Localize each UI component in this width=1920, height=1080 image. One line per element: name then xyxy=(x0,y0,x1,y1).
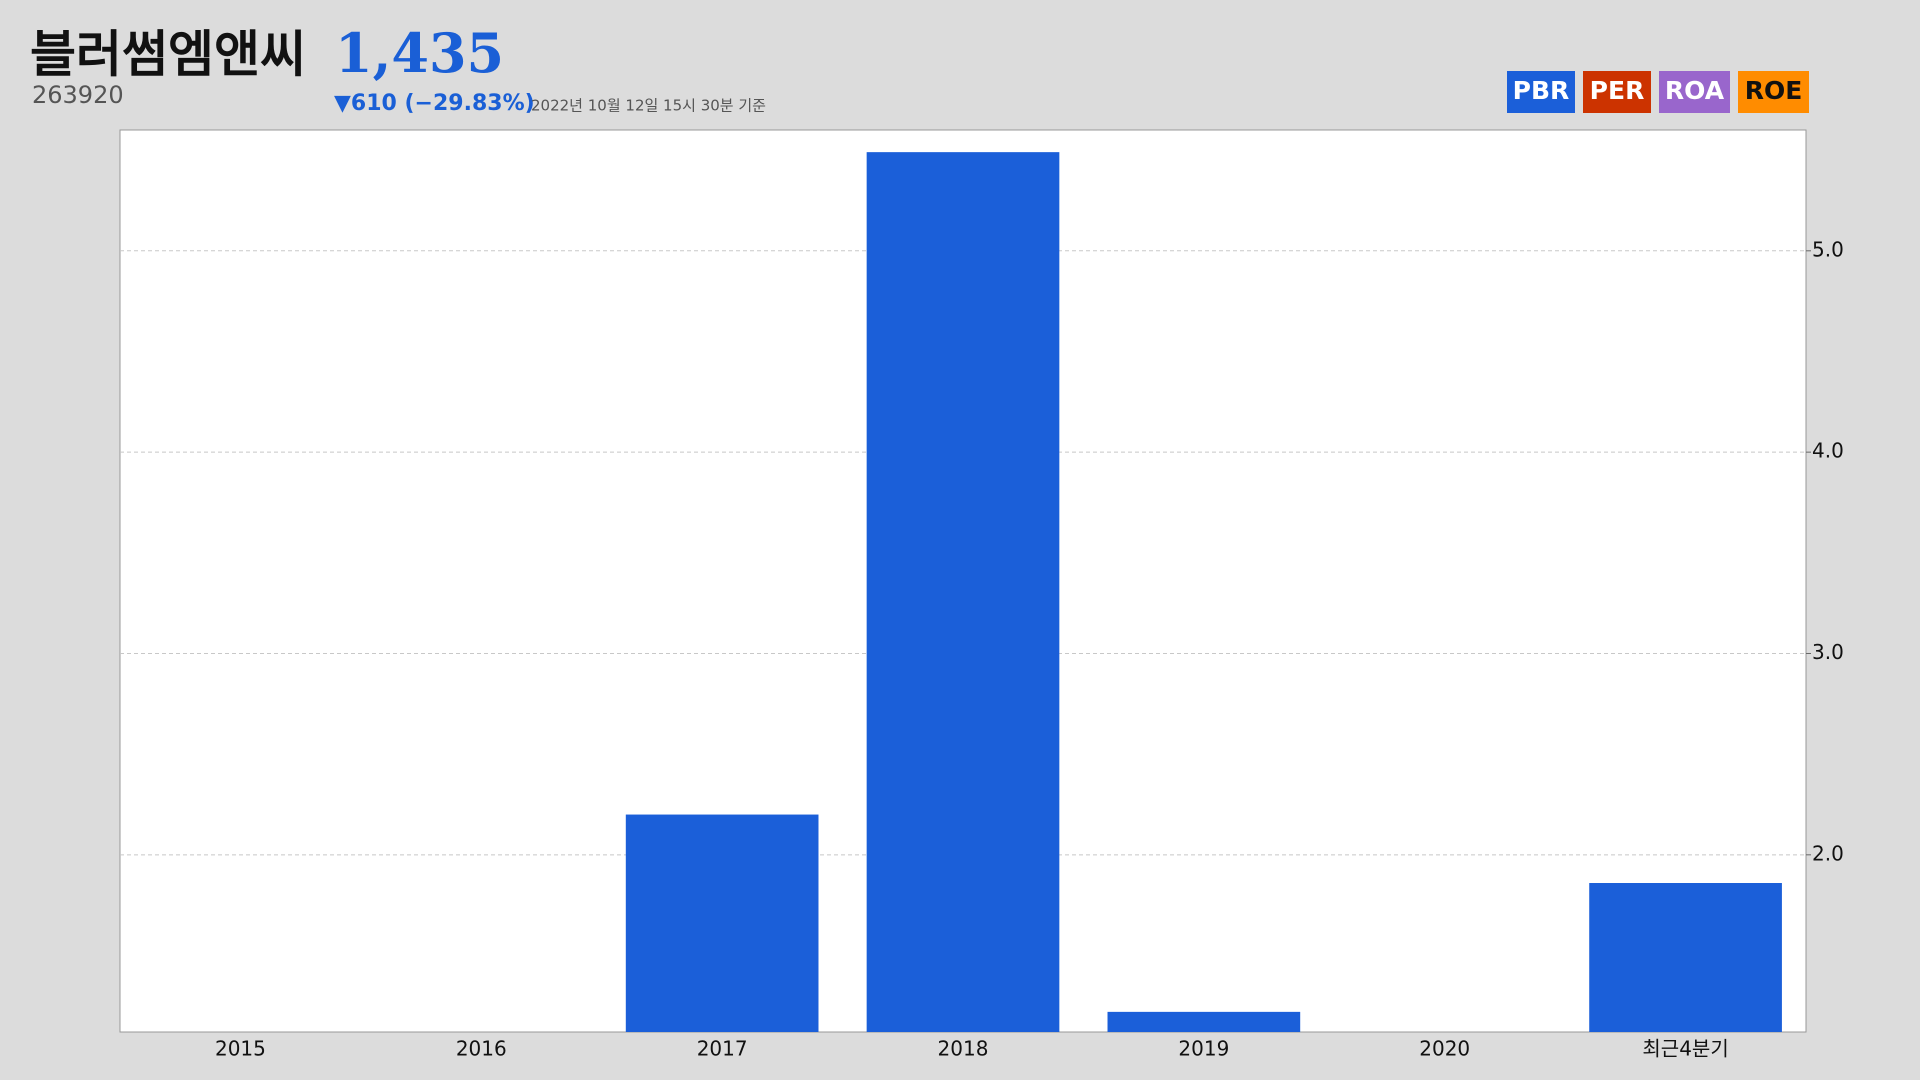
stock-name: 블러썸엠앤씨 xyxy=(30,26,306,84)
x-tick-label: 최근4분기 xyxy=(1642,1037,1728,1061)
stock-code: 263920 xyxy=(32,81,124,109)
y-tick-label: 4.0 xyxy=(1812,439,1844,463)
bar xyxy=(1589,883,1782,1032)
metric-tab[interactable] xyxy=(1583,71,1651,113)
y-tick-label: 2.0 xyxy=(1812,841,1844,865)
metric-tab[interactable] xyxy=(1738,71,1809,113)
metric-tab-label[interactable]: PBR xyxy=(1513,76,1570,105)
metric-tab-label[interactable]: ROA xyxy=(1665,76,1725,105)
x-tick-label: 2016 xyxy=(456,1037,507,1061)
timestamp: 2022년 10월 12일 15시 30분 기준 xyxy=(531,97,766,115)
bar xyxy=(625,814,819,1032)
metric-tab-label[interactable]: PER xyxy=(1590,76,1645,105)
x-tick-label: 2020 xyxy=(1419,1037,1470,1061)
price-change: ▼610 (−29.83%) xyxy=(334,91,535,116)
x-tick-label: 2019 xyxy=(1178,1037,1229,1061)
y-tick-label: 3.0 xyxy=(1812,640,1844,664)
bar xyxy=(866,152,1060,1032)
bar xyxy=(1107,1011,1301,1032)
x-tick-label: 2017 xyxy=(697,1037,748,1061)
metric-tab[interactable] xyxy=(1507,71,1575,113)
metric-tab[interactable] xyxy=(1659,71,1730,113)
price: 1,435 xyxy=(335,21,504,85)
y-tick-label: 5.0 xyxy=(1812,237,1844,261)
x-tick-label: 2018 xyxy=(938,1037,989,1061)
metric-tab-label[interactable]: ROE xyxy=(1745,76,1803,105)
x-tick-label: 2015 xyxy=(215,1037,266,1061)
